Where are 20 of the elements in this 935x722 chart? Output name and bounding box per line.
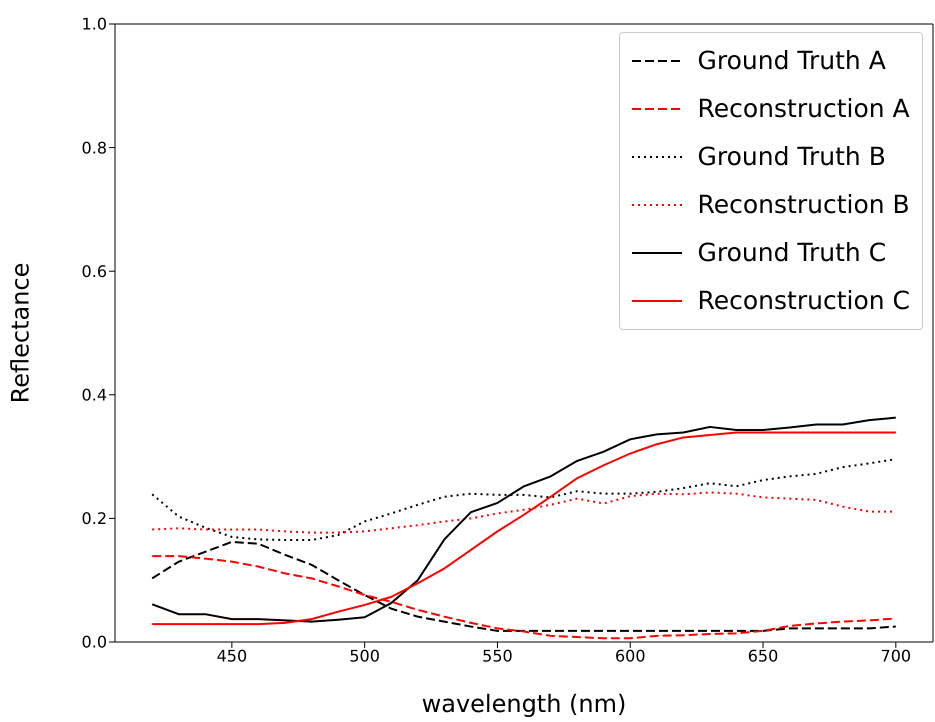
legend-label: Ground Truth C bbox=[698, 237, 886, 269]
x-tick-label: 700 bbox=[880, 646, 912, 666]
y-tick-label: 1.0 bbox=[82, 14, 107, 34]
x-tick-label: 650 bbox=[748, 646, 778, 666]
legend-label: Reconstruction B bbox=[698, 189, 910, 221]
x-axis-title: wavelength (nm) bbox=[422, 690, 626, 718]
y-tick-label: 0.4 bbox=[82, 385, 107, 404]
y-axis-title: Reflectance bbox=[6, 262, 35, 404]
legend-label: Reconstruction C bbox=[698, 285, 910, 317]
x-tick-label: 450 bbox=[216, 646, 248, 666]
y-tick-label: 0.0 bbox=[82, 632, 107, 652]
x-tick-label: 600 bbox=[614, 646, 646, 666]
legend-label: Ground Truth A bbox=[698, 45, 886, 77]
x-tick-label: 550 bbox=[482, 646, 513, 666]
y-tick-label: 0.6 bbox=[82, 262, 107, 281]
legend-label: Ground Truth B bbox=[698, 141, 886, 173]
y-tick-label: 0.2 bbox=[82, 509, 107, 528]
y-tick-label: 0.8 bbox=[82, 138, 107, 158]
x-tick-label: 500 bbox=[349, 646, 380, 666]
legend-label: Reconstruction A bbox=[698, 93, 910, 125]
